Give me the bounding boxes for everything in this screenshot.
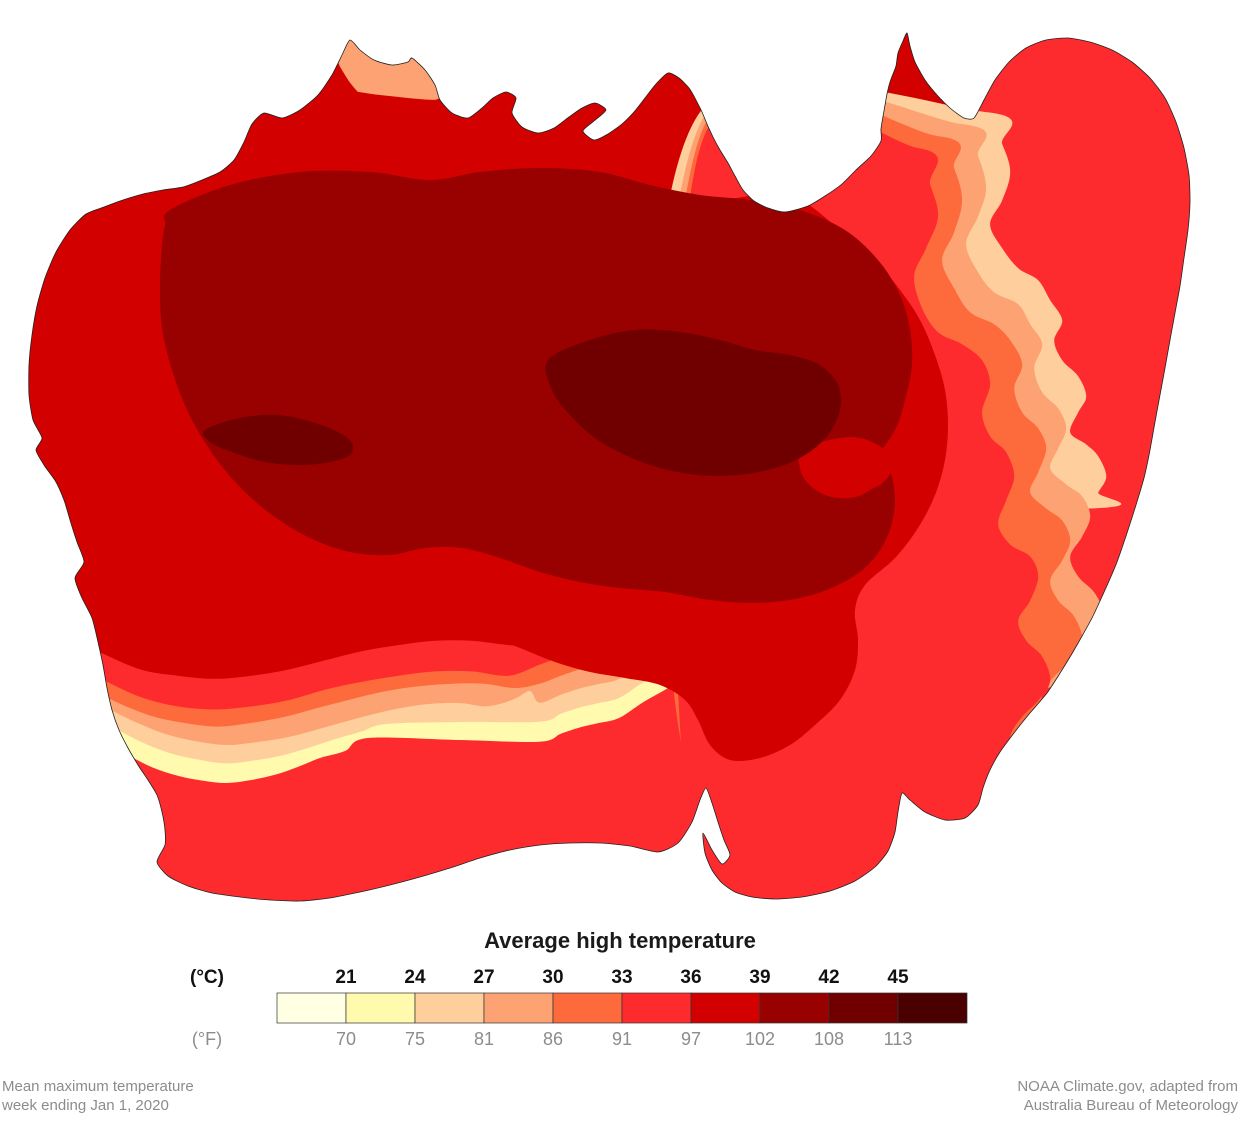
svg-text:102: 102 [745,1029,775,1049]
svg-text:27: 27 [473,967,494,988]
svg-text:30: 30 [542,967,563,988]
svg-text:(°F): (°F) [192,1029,222,1049]
svg-text:Average high temperature: Average high temperature [484,928,756,953]
svg-text:70: 70 [336,1029,356,1049]
svg-text:NOAA Climate.gov, adapted from: NOAA Climate.gov, adapted from [1017,1078,1238,1095]
svg-text:(°C): (°C) [190,967,224,988]
svg-text:24: 24 [404,967,426,988]
svg-text:113: 113 [884,1029,913,1049]
svg-text:Australia Bureau of Meteorolog: Australia Bureau of Meteorology [1024,1097,1239,1114]
svg-text:86: 86 [543,1029,563,1049]
svg-text:42: 42 [818,967,839,988]
svg-text:97: 97 [681,1029,701,1049]
svg-text:36: 36 [680,967,701,988]
svg-text:33: 33 [611,967,632,988]
svg-text:39: 39 [749,967,770,988]
svg-text:81: 81 [474,1029,494,1049]
svg-text:91: 91 [612,1029,632,1049]
svg-text:Mean maximum temperature: Mean maximum temperature [2,1078,194,1095]
svg-text:75: 75 [405,1029,425,1049]
svg-text:week ending Jan 1, 2020: week ending Jan 1, 2020 [1,1097,169,1114]
svg-text:45: 45 [887,967,909,988]
svg-text:108: 108 [814,1029,844,1049]
svg-text:21: 21 [335,967,357,988]
